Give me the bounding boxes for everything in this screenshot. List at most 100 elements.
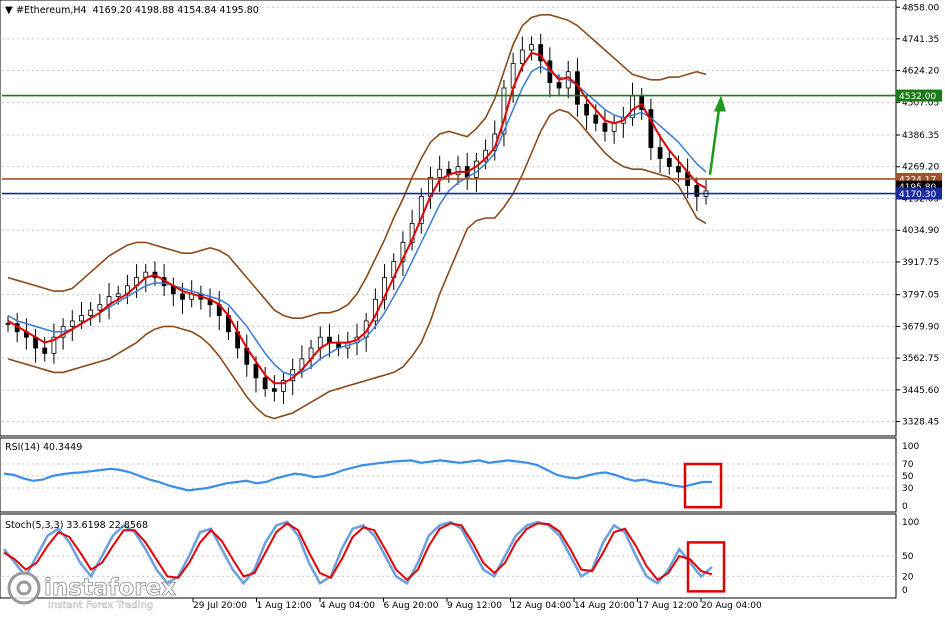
price-tick-label: 4386.35: [902, 131, 939, 141]
time-tick-label: 6 Aug 20:00: [384, 601, 439, 611]
candle-body: [437, 168, 443, 178]
rsi-indicator: 100 70 50 30 0: [2, 442, 919, 512]
stoch-highlight-box: [686, 541, 726, 593]
rsi-tick-label: 0: [902, 502, 908, 512]
candle-body: [418, 195, 424, 224]
candle-body: [97, 304, 103, 311]
price-panel: [0, 0, 897, 437]
time-tick-label: 1 Aug 12:00: [257, 601, 312, 611]
price-tick-label: 4507.05: [902, 98, 939, 108]
price-grid: [2, 6, 896, 423]
candle-body: [262, 377, 268, 390]
time-tick-label: 4 Aug 04:00: [320, 601, 375, 611]
stoch-tick-label: 20: [902, 572, 914, 582]
candle-body: [648, 109, 654, 148]
candle-body: [253, 363, 259, 379]
price-label-box: [896, 187, 942, 200]
price-label-text: 4532.00: [899, 92, 936, 102]
rsi-tick-label: 50: [902, 472, 914, 482]
candle-body: [529, 44, 534, 51]
price-tick-label: 4269.20: [902, 163, 939, 173]
rsi-panel: [0, 437, 897, 513]
candle-body: [5, 323, 11, 326]
price-tick-label: 4741.35: [902, 35, 939, 45]
candle-body: [115, 293, 121, 297]
price-tick-label: 3679.90: [902, 322, 939, 332]
candle-body: [271, 388, 277, 392]
candle-body: [538, 44, 544, 62]
candle-body: [180, 293, 185, 300]
stoch-main-line: [3, 520, 713, 586]
candle-body: [694, 185, 700, 197]
price-tick-label: 4858.00: [902, 3, 939, 13]
candle-body: [666, 158, 672, 167]
forecast-arrowhead-icon: [714, 95, 726, 112]
price-tick-label: 3562.75: [902, 354, 939, 364]
candle-body: [382, 277, 387, 300]
candle-body: [69, 320, 75, 327]
symbol-label: #Ethereum,H4: [16, 5, 87, 16]
price-axis: 4858.00 4741.35 4624.20 4507.05 4386.35 4269.…: [896, 3, 942, 428]
ohlc-label: 4169.20 4198.88 4154.84 4195.80: [93, 5, 259, 16]
chart-header: #Ethereum,H4 4169.20 4198.88 4154.84 4195…: [16, 5, 259, 16]
time-tick-label: 14 Aug 20:00: [574, 601, 635, 611]
rsi-tick-label: 30: [902, 484, 914, 494]
stoch-tick-label: 50: [902, 552, 914, 562]
instaforex-watermark: instaforex Instant Forex Trading: [7, 571, 177, 611]
stoch-indicator: 100 50 20 0: [2, 518, 919, 596]
level-lines: [2, 94, 896, 195]
candle-body: [657, 147, 663, 159]
price-tick-label: 4624.20: [902, 67, 939, 77]
rsi-tick-label: 70: [902, 460, 914, 470]
price-tick-label: 3328.45: [902, 418, 939, 428]
candle-body: [602, 122, 608, 132]
instaforex-logo-icon: [7, 571, 41, 605]
stoch-signal-line: [3, 522, 713, 582]
watermark-tagline: Instant Forex Trading: [48, 600, 153, 611]
candle-body: [676, 166, 681, 173]
price-tick-label: 4034.90: [902, 226, 939, 236]
candle-body: [455, 166, 461, 176]
ma-fast-line: [7, 51, 707, 385]
price-tick-label: 3797.05: [902, 291, 939, 301]
bollinger-upper-line: [7, 14, 707, 320]
candle-body: [88, 309, 94, 316]
candle-body: [519, 49, 525, 64]
bollinger-bands: [7, 14, 707, 420]
rsi-line: [3, 459, 712, 492]
candle-body: [593, 114, 599, 124]
time-tick-label: 20 Aug 04:00: [701, 601, 762, 611]
stoch-label: Stoch(5,3,3) 33.6198 22.8568: [5, 520, 148, 531]
watermark-brand: instaforex: [44, 575, 176, 601]
time-axis: 29 Jul 20:00 1 Aug 12:00 4 Aug 04:00 6 Aug …: [192, 598, 762, 611]
candle-body: [584, 103, 590, 116]
candle-body: [611, 122, 617, 132]
price-tick-label: 3445.60: [902, 386, 939, 396]
stoch-tick-label: 0: [902, 586, 908, 596]
candle-body: [281, 380, 286, 392]
stoch-tick-label: 100: [902, 518, 919, 528]
candle-body: [79, 315, 84, 322]
price-label-text: 4170.30: [899, 190, 936, 200]
chart-symbol-icon: ▼: [5, 5, 13, 16]
time-tick-label: 9 Aug 12:00: [447, 601, 502, 611]
time-tick-label: 12 Aug 04:00: [511, 601, 572, 611]
candle-body: [51, 336, 57, 354]
rsi-label: RSI(14) 40.3449: [5, 442, 82, 453]
price-tick-label: 3917.75: [902, 258, 939, 268]
candle-body: [473, 160, 479, 178]
time-tick-label: 29 Jul 20:00: [193, 601, 247, 611]
price-label-text: 4224.17: [899, 175, 936, 185]
rsi-highlight-box: [683, 462, 723, 509]
candle-body: [556, 82, 562, 89]
instaforex-logo-inner-icon: [16, 580, 32, 596]
bollinger-lower-line: [7, 108, 707, 420]
price-label-box: [896, 89, 942, 102]
time-tick-label: 17 Aug 12:00: [638, 601, 699, 611]
rsi-tick-label: 100: [902, 442, 919, 452]
forecast-arrow-shaft: [708, 101, 722, 175]
candle-body: [400, 241, 406, 262]
candle-body: [42, 347, 48, 354]
